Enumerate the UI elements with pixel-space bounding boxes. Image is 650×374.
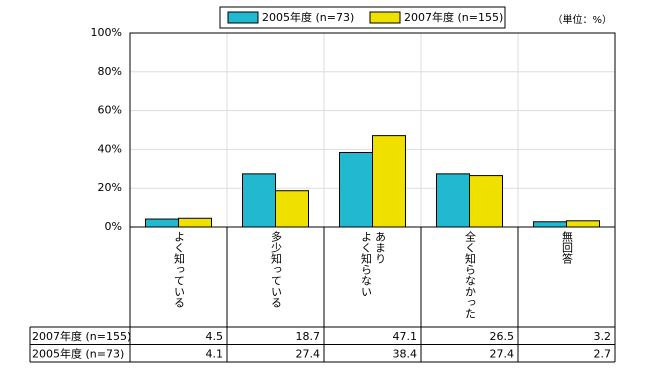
category-label: 無回答 [560, 231, 574, 264]
bar [339, 152, 373, 228]
bar [566, 220, 600, 228]
table-value: 26.5 [490, 330, 515, 343]
y-tick-label: 80% [98, 65, 122, 78]
row-label: 2005年度 (n=73) [32, 346, 124, 360]
bar [178, 217, 212, 228]
category-label: あまり よく知らない [359, 231, 387, 297]
table-value: 4.1 [206, 347, 224, 360]
table-value: 4.5 [206, 330, 224, 343]
y-tick-label: 60% [98, 104, 122, 117]
table-value: 38.4 [393, 347, 418, 360]
legend-label: 2005年度 (n=73) [262, 10, 354, 24]
legend-label: 2007年度 (n=155) [404, 10, 503, 24]
row-label: 2007年度 (n=155) [32, 329, 131, 343]
category-label: 全く知らなかった [463, 231, 477, 319]
y-tick-label: 40% [98, 142, 122, 155]
bar [275, 190, 309, 228]
bar [436, 173, 470, 228]
category-label: 多少知っている [269, 231, 283, 308]
bar [533, 221, 567, 228]
table-value: 47.1 [393, 330, 418, 343]
legend-box [219, 6, 506, 29]
unit-note: （単位：%） [552, 13, 612, 26]
category-cell: よく知っている [172, 231, 186, 308]
legend-swatch [227, 11, 259, 24]
category-cell: 無回答 [560, 231, 574, 264]
table-value: 27.4 [490, 347, 515, 360]
bar [372, 135, 406, 228]
bar [145, 218, 179, 228]
legend-swatch [369, 11, 401, 24]
y-tick-label: 0% [105, 220, 122, 233]
table-value: 18.7 [296, 330, 321, 343]
table-value: 3.2 [594, 330, 612, 343]
table-value: 2.7 [594, 347, 612, 360]
category-label: よく知っている [172, 231, 186, 308]
y-tick-label: 20% [98, 181, 122, 194]
y-tick-label: 100% [91, 26, 122, 39]
table-value: 27.4 [296, 347, 321, 360]
bar [469, 175, 503, 228]
category-cell: 全く知らなかった [463, 231, 477, 319]
bar [242, 173, 276, 228]
category-cell: 多少知っている [269, 231, 283, 308]
category-cell: あまり よく知らない [359, 231, 387, 297]
